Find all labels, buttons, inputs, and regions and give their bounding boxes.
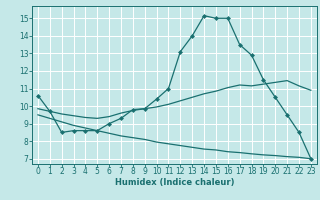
X-axis label: Humidex (Indice chaleur): Humidex (Indice chaleur) <box>115 178 234 187</box>
